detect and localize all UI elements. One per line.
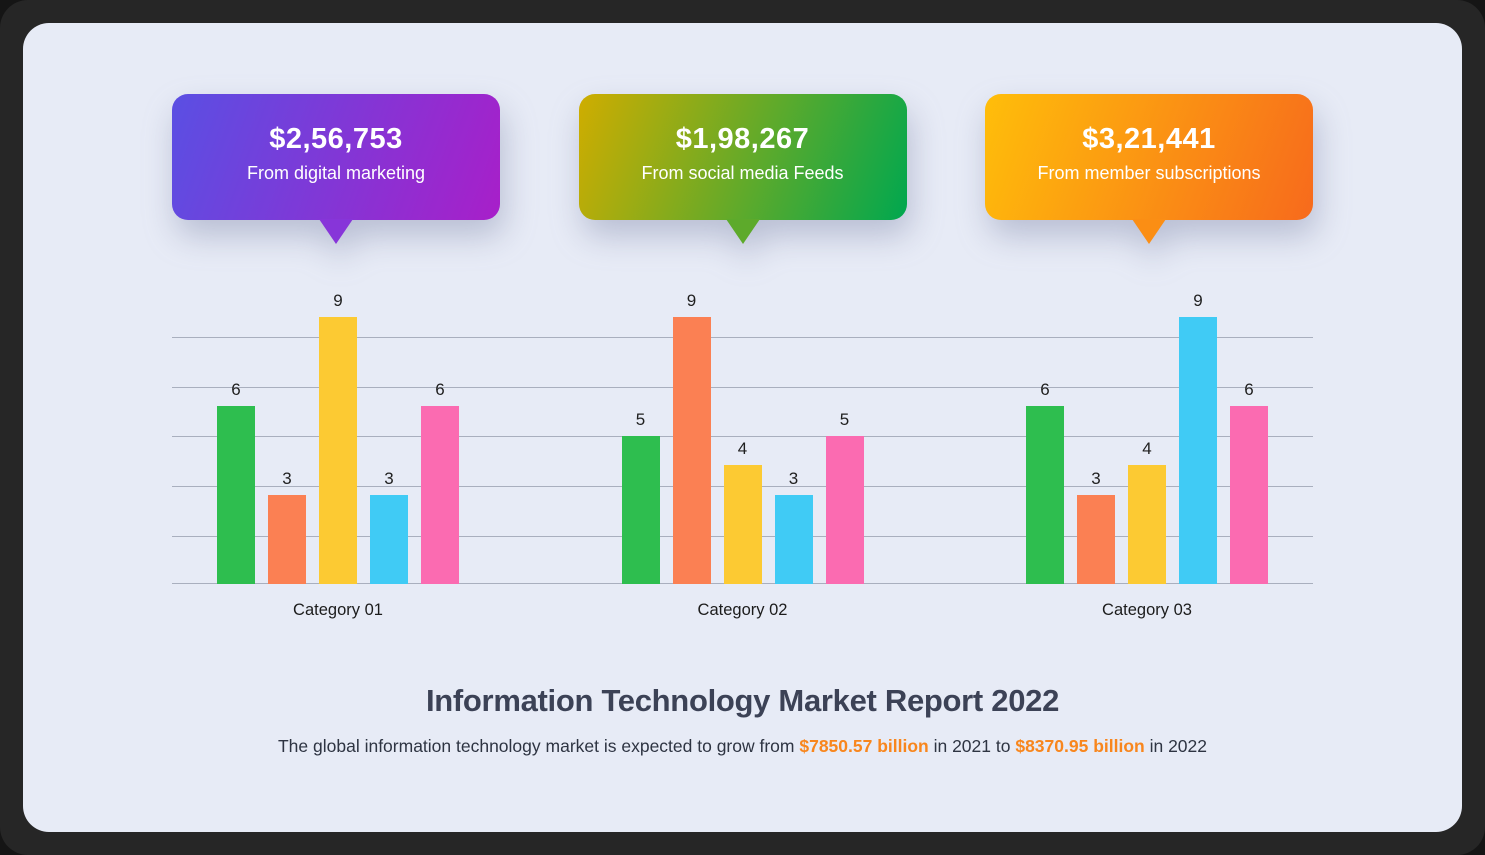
callout-tail-icon <box>1132 219 1166 244</box>
bar-value-label: 9 <box>333 290 343 310</box>
bar-slot: 3 <box>1077 317 1115 584</box>
bar-groups: 6 3 9 3 6 Category 01 5 9 4 3 5 Category 02 6 3 4 9 6 Cat… <box>172 291 1313 619</box>
bar-blue <box>1179 316 1217 584</box>
gridline <box>172 436 1313 437</box>
report-subtitle: The global information technology market… <box>23 733 1462 759</box>
bar-blue <box>774 494 813 584</box>
callout-amount: $1,98,267 <box>675 123 810 155</box>
report-title: Information Technology Market Report 202… <box>425 683 1060 718</box>
bar-yellow <box>319 316 357 584</box>
subtitle-text: The global information technology market… <box>277 736 800 756</box>
bar-slot: 4 <box>723 317 762 584</box>
callout-amount: $2,56,753 <box>269 123 403 155</box>
bar-value-label: 9 <box>686 290 697 310</box>
callout-digital-marketing: $2,56,753 From digital marketing <box>172 94 500 244</box>
subtitle-highlight-2021: $7850.57 billion <box>799 736 929 756</box>
callout-label: From digital marketing <box>246 163 426 183</box>
bar-slot: 9 <box>319 291 357 584</box>
bar-pink <box>1230 405 1268 584</box>
bar-slot: 3 <box>370 317 408 584</box>
bar-value-label: 3 <box>788 468 799 488</box>
bar-slot: 5 <box>825 317 864 584</box>
bar-yellow <box>723 465 762 584</box>
bar-green <box>621 435 660 584</box>
bar-group-3: 6 3 4 9 6 Category 03 <box>1026 291 1268 619</box>
bar-value-label: 4 <box>1142 439 1152 459</box>
bar-pink <box>825 435 864 584</box>
bar-value-label: 3 <box>282 468 292 488</box>
bar-yellow <box>1128 465 1166 584</box>
bar-blue <box>370 494 408 584</box>
bar-green <box>217 405 255 584</box>
bar-pink <box>421 405 459 584</box>
bar-value-label: 6 <box>1244 379 1254 399</box>
bar-value-label: 4 <box>737 439 748 459</box>
bar-slot: 5 <box>621 317 660 584</box>
bar-green <box>1026 405 1064 584</box>
gridline <box>172 387 1313 388</box>
bar-slot: 9 <box>672 291 711 584</box>
category-label: Category 03 <box>1102 601 1192 619</box>
bar-slot: 3 <box>774 317 813 584</box>
bar-value-label: 5 <box>635 409 646 429</box>
subtitle-text: in 2021 to <box>928 736 1016 756</box>
subtitle-text: in 2022 <box>1144 736 1207 756</box>
bar-value-label: 9 <box>1193 290 1203 310</box>
callouts-row: $2,56,753 From digital marketing $1,98,2… <box>172 94 1313 244</box>
bar-value-label: 6 <box>1040 379 1050 399</box>
callout-label: From member subscriptions <box>1037 163 1261 183</box>
bar-slot: 9 <box>1179 291 1217 584</box>
callout-label: From social media Feeds <box>641 163 844 183</box>
bar-value-label: 6 <box>435 379 445 399</box>
bar-value-label: 5 <box>839 409 850 429</box>
bar-chart: 6 3 9 3 6 Category 01 5 9 4 3 5 Category 02 6 3 4 9 6 Cat… <box>172 291 1313 619</box>
bar-slot: 6 <box>421 317 459 584</box>
category-label: Category 02 <box>697 601 788 619</box>
bar-orange <box>1077 494 1115 584</box>
bar-orange <box>672 316 711 584</box>
gridline <box>172 337 1313 338</box>
bar-slot: 6 <box>217 317 255 584</box>
subtitle-highlight-2022: $8370.95 billion <box>1015 736 1145 756</box>
callout-tail-icon <box>319 219 353 244</box>
bar-orange <box>268 494 306 584</box>
bar-value-label: 3 <box>1091 468 1101 488</box>
bar-group-2: 5 9 4 3 5 Category 02 <box>621 291 864 619</box>
callout-tail-icon <box>725 219 760 244</box>
callout-amount: $3,21,441 <box>1082 123 1216 155</box>
bar-value-label: 6 <box>231 379 241 399</box>
bar-group-1: 6 3 9 3 6 Category 01 <box>217 291 459 619</box>
bar-slot: 4 <box>1128 317 1166 584</box>
callout-social-media: $1,98,267 From social media Feeds <box>578 94 907 244</box>
bar-slot: 6 <box>1026 317 1064 584</box>
bar-slot: 6 <box>1230 317 1268 584</box>
callout-member-subscriptions: $3,21,441 From member subscriptions <box>985 94 1313 244</box>
content-panel: $2,56,753 From digital marketing $1,98,2… <box>23 23 1462 832</box>
bar-slot: 3 <box>268 317 306 584</box>
bar-value-label: 3 <box>384 468 394 488</box>
category-label: Category 01 <box>293 601 383 619</box>
